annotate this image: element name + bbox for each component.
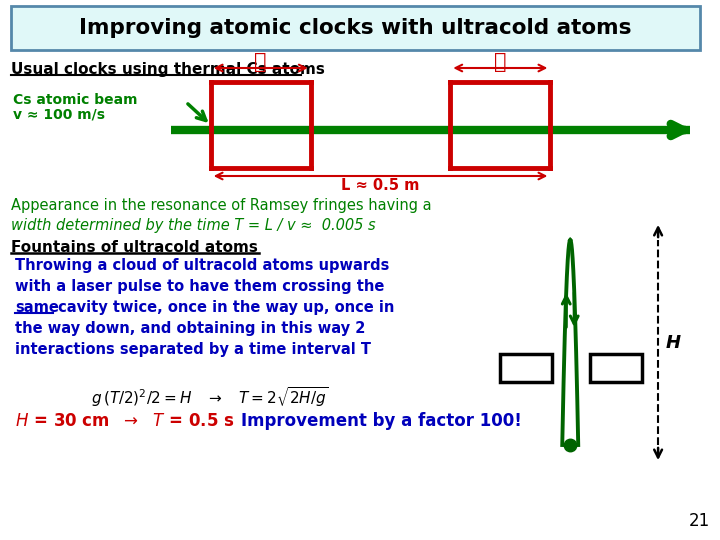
Text: ℓ: ℓ bbox=[254, 52, 267, 71]
Text: Throwing a cloud of ultracold atoms upwards: Throwing a cloud of ultracold atoms upwa… bbox=[15, 258, 390, 273]
Bar bbox=[11, 6, 700, 50]
Text: Improvement by a factor 100!: Improvement by a factor 100! bbox=[240, 412, 521, 430]
Text: $\it{H}$ = 30 cm  $\rightarrow$  $\it{T}$ = 0.5 s: $\it{H}$ = 30 cm $\rightarrow$ $\it{T}$ … bbox=[15, 412, 235, 430]
Bar bbox=[590, 354, 642, 382]
Text: Cs atomic beam: Cs atomic beam bbox=[13, 93, 138, 107]
Text: v ≈ 100 m/s: v ≈ 100 m/s bbox=[13, 108, 105, 122]
Text: ℓ: ℓ bbox=[494, 52, 507, 71]
Text: with a laser pulse to have them crossing the: with a laser pulse to have them crossing… bbox=[15, 279, 384, 294]
Text: interactions separated by a time interval T: interactions separated by a time interva… bbox=[15, 342, 371, 357]
Text: same: same bbox=[15, 300, 59, 315]
Text: cavity twice, once in the way up, once in: cavity twice, once in the way up, once i… bbox=[53, 300, 395, 315]
Text: L ≈ 0.5 m: L ≈ 0.5 m bbox=[341, 178, 420, 193]
Text: Improving atomic clocks with ultracold atoms: Improving atomic clocks with ultracold a… bbox=[79, 18, 632, 38]
Bar bbox=[500, 354, 552, 382]
Text: the way down, and obtaining in this way 2: the way down, and obtaining in this way … bbox=[15, 321, 366, 336]
Text: 21: 21 bbox=[689, 512, 710, 530]
Text: Appearance in the resonance of Ramsey fringes having a: Appearance in the resonance of Ramsey fr… bbox=[11, 198, 432, 213]
Text: Usual clocks using thermal Cs atoms: Usual clocks using thermal Cs atoms bbox=[11, 62, 325, 77]
Text: Fountains of ultracold atoms: Fountains of ultracold atoms bbox=[11, 240, 258, 255]
Text: H: H bbox=[666, 334, 681, 352]
Text: width determined by the time T = L / v ≈  0.005 s: width determined by the time T = L / v ≈… bbox=[11, 218, 376, 233]
Text: $g\,(T/2)^2/2 = H$   $\rightarrow$   $T = 2\sqrt{2H/g}$: $g\,(T/2)^2/2 = H$ $\rightarrow$ $T = 2\… bbox=[91, 385, 329, 409]
